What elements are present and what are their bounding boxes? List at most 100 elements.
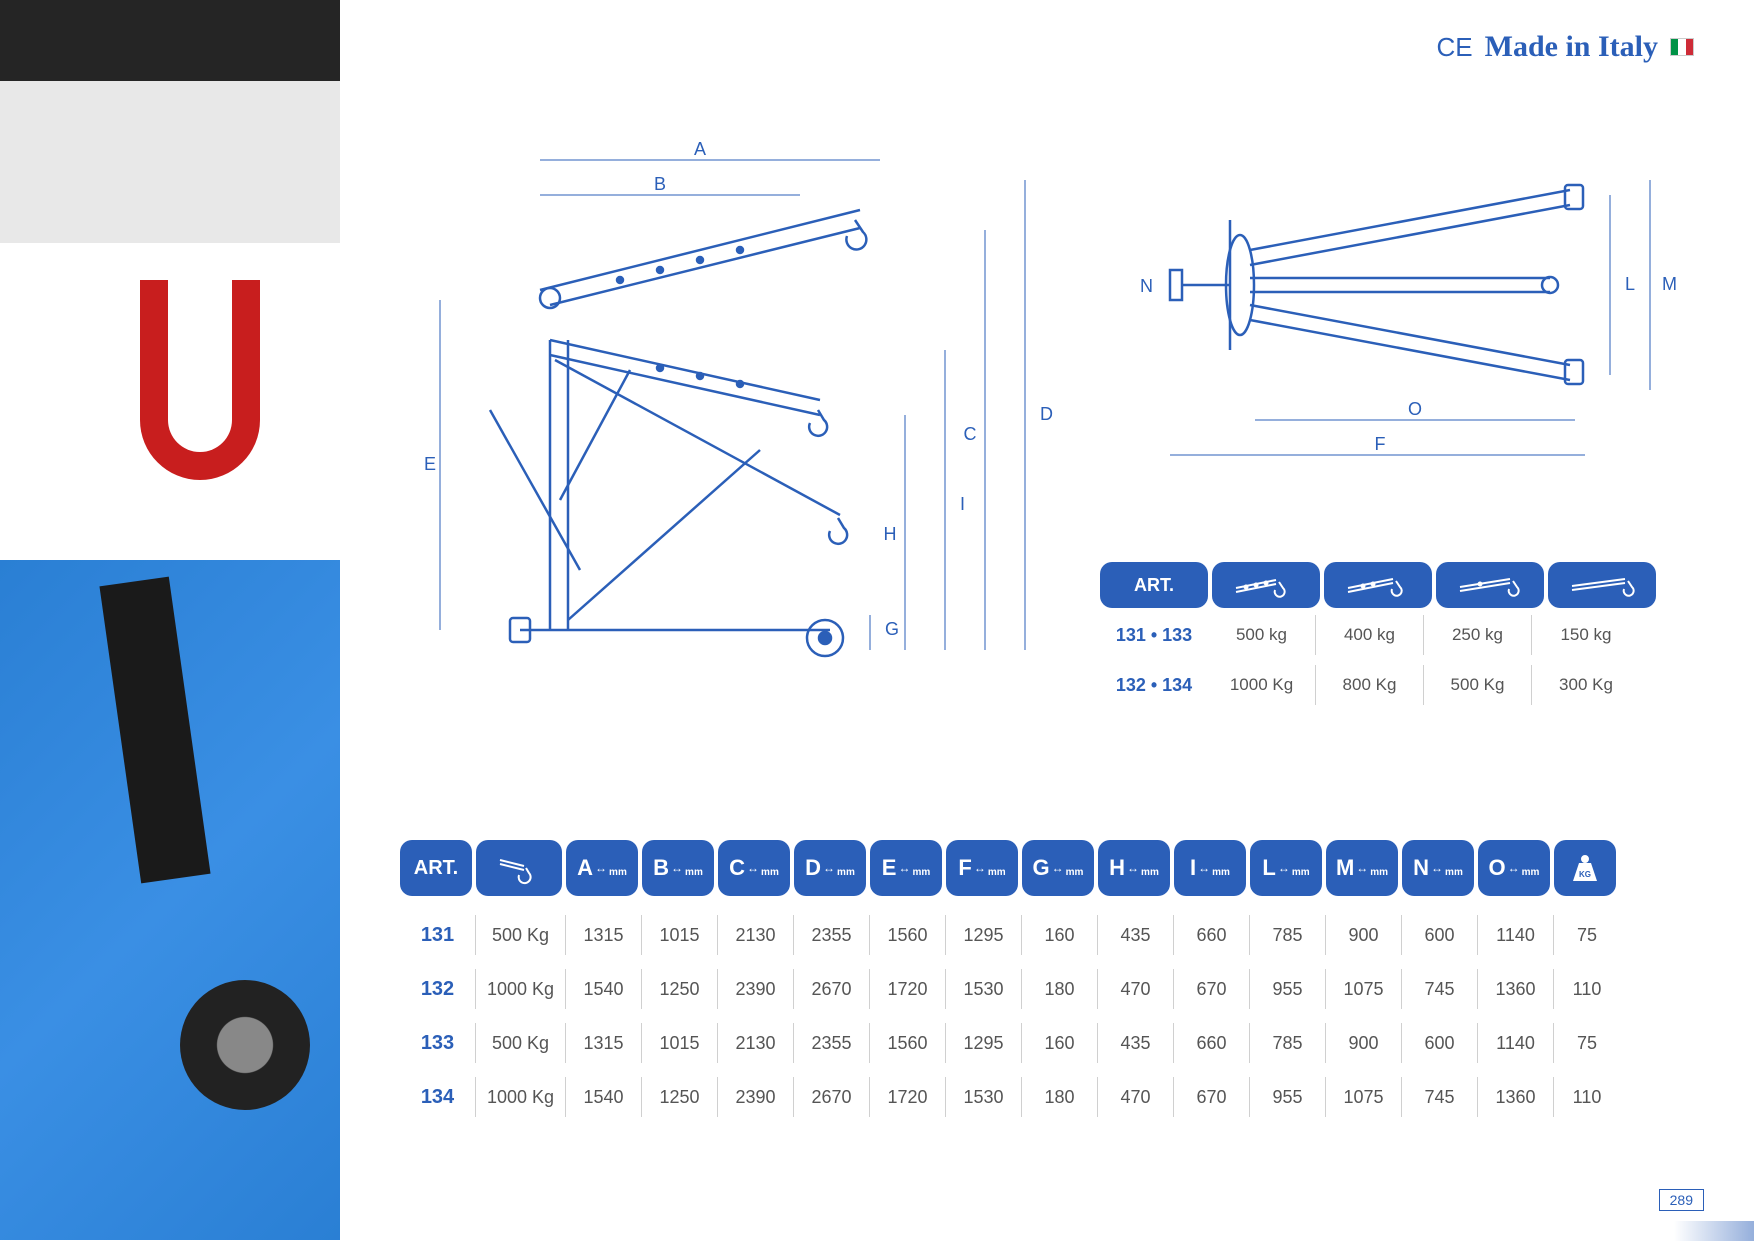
- cell-dimension: 955: [1250, 969, 1326, 1009]
- cell-dimension: 900: [1326, 1023, 1402, 1063]
- dim-header-m: M↔mm: [1326, 840, 1398, 896]
- cell-weight: 110: [1554, 1077, 1620, 1117]
- product-photos-strip: [0, 0, 340, 1241]
- photo-crane-base: [0, 560, 340, 1240]
- cell-dimension: 160: [1022, 915, 1098, 955]
- cell-dimension: 600: [1402, 1023, 1478, 1063]
- table-row: 133500 Kg1315101521302355156012951604356…: [400, 1016, 1680, 1070]
- cell-dimension: 660: [1174, 915, 1250, 955]
- table-row: 131500 Kg1315101521302355156012951604356…: [400, 908, 1680, 962]
- cell-dimension: 1720: [870, 969, 946, 1009]
- cell-dimension: 1140: [1478, 915, 1554, 955]
- dim-header-d: D↔mm: [794, 840, 866, 896]
- dim-label-b: B: [654, 174, 666, 194]
- cell-dimension: 1540: [566, 969, 642, 1009]
- dim-header-art: ART.: [400, 840, 472, 896]
- cell-dimension: 1315: [566, 1023, 642, 1063]
- cell-capacity: 1000 Kg: [476, 969, 566, 1009]
- capacity-cell: 500 kg: [1208, 615, 1316, 655]
- cell-dimension: 1540: [566, 1077, 642, 1117]
- cell-dimension: 435: [1098, 1023, 1174, 1063]
- capacity-cell: 300 Kg: [1532, 665, 1640, 705]
- dim-header-c: C↔mm: [718, 840, 790, 896]
- cell-dimension: 1530: [946, 1077, 1022, 1117]
- dim-header-b: B↔mm: [642, 840, 714, 896]
- cell-dimension: 600: [1402, 915, 1478, 955]
- cell-dimension: 2355: [794, 915, 870, 955]
- dim-label-g: G: [885, 619, 899, 639]
- capacity-cell: 250 kg: [1424, 615, 1532, 655]
- cell-dimension: 785: [1250, 1023, 1326, 1063]
- hook-position-4-icon: [1548, 562, 1656, 608]
- weight-icon: KG: [1554, 840, 1616, 896]
- cell-dimension: 660: [1174, 1023, 1250, 1063]
- cell-weight: 75: [1554, 915, 1620, 955]
- dim-label-e: E: [424, 454, 436, 474]
- cell-dimension: 2390: [718, 1077, 794, 1117]
- dimensions-header-row: ART. A↔mm B↔mm C↔mm D↔mm E↔mm F↔mm G↔mm …: [400, 840, 1680, 896]
- table-row: 1341000 Kg154012502390267017201530180470…: [400, 1070, 1680, 1124]
- cell-dimension: 1015: [642, 915, 718, 955]
- cell-dimension: 745: [1402, 1077, 1478, 1117]
- cell-art: 132: [400, 969, 476, 1009]
- capacity-row: 131 • 133 500 kg 400 kg 250 kg 150 kg: [1100, 610, 1680, 660]
- hook-position-3-icon: [1436, 562, 1544, 608]
- dim-header-a: A↔mm: [566, 840, 638, 896]
- cell-dimension: 1075: [1326, 1077, 1402, 1117]
- cell-capacity: 1000 Kg: [476, 1077, 566, 1117]
- dim-label-a: A: [694, 139, 706, 159]
- cell-dimension: 1140: [1478, 1023, 1554, 1063]
- made-in-italy-label: Made in Italy: [1485, 30, 1658, 64]
- header-marks: CE Made in Italy: [1437, 30, 1694, 64]
- cell-dimension: 1530: [946, 969, 1022, 1009]
- cell-weight: 75: [1554, 1023, 1620, 1063]
- cell-dimension: 2390: [718, 969, 794, 1009]
- cell-art: 134: [400, 1077, 476, 1117]
- cell-dimension: 1360: [1478, 969, 1554, 1009]
- capacity-art-label: 132 • 134: [1100, 675, 1208, 696]
- cell-dimension: 1360: [1478, 1077, 1554, 1117]
- svg-text:KG: KG: [1579, 870, 1591, 879]
- dim-header-i: I↔mm: [1174, 840, 1246, 896]
- dim-label-f: F: [1375, 434, 1386, 454]
- photo-hook-closeup: [0, 0, 340, 540]
- capacity-cell: 150 kg: [1532, 615, 1640, 655]
- cell-dimension: 2130: [718, 1023, 794, 1063]
- cell-dimension: 1295: [946, 915, 1022, 955]
- diagram-side-view: A B E G H I C D: [400, 120, 1090, 680]
- cell-dimension: 180: [1022, 969, 1098, 1009]
- dim-header-l: L↔mm: [1250, 840, 1322, 896]
- hook-position-2-icon: [1324, 562, 1432, 608]
- dim-label-i: I: [960, 494, 965, 514]
- dim-label-n: N: [1140, 276, 1153, 296]
- cell-dimension: 670: [1174, 1077, 1250, 1117]
- capacity-header-art: ART.: [1100, 562, 1208, 608]
- cell-art: 133: [400, 1023, 476, 1063]
- cell-dimension: 2130: [718, 915, 794, 955]
- cell-dimension: 1560: [870, 915, 946, 955]
- cell-dimension: 180: [1022, 1077, 1098, 1117]
- cell-dimension: 955: [1250, 1077, 1326, 1117]
- capacity-row: 132 • 134 1000 Kg 800 Kg 500 Kg 300 Kg: [1100, 660, 1680, 710]
- cell-dimension: 785: [1250, 915, 1326, 955]
- cell-dimension: 470: [1098, 969, 1174, 1009]
- cell-capacity: 500 Kg: [476, 1023, 566, 1063]
- cell-dimension: 1315: [566, 915, 642, 955]
- cell-dimension: 1015: [642, 1023, 718, 1063]
- capacity-art-label: 131 • 133: [1100, 625, 1208, 646]
- capacity-header-row: ART.: [1100, 560, 1680, 610]
- dim-header-h: H↔mm: [1098, 840, 1170, 896]
- ce-mark: CE: [1437, 32, 1473, 63]
- cell-dimension: 1295: [946, 1023, 1022, 1063]
- cell-dimension: 1720: [870, 1077, 946, 1117]
- dim-label-m: M: [1662, 274, 1677, 294]
- cell-dimension: 470: [1098, 1077, 1174, 1117]
- cell-dimension: 1250: [642, 1077, 718, 1117]
- cell-dimension: 435: [1098, 915, 1174, 955]
- cell-dimension: 2670: [794, 969, 870, 1009]
- cell-dimension: 670: [1174, 969, 1250, 1009]
- dimensions-table: ART. A↔mm B↔mm C↔mm D↔mm E↔mm F↔mm G↔mm …: [400, 840, 1680, 1124]
- page-number: 289: [1659, 1189, 1704, 1211]
- dim-label-l: L: [1625, 274, 1635, 294]
- dim-label-c: C: [964, 424, 977, 444]
